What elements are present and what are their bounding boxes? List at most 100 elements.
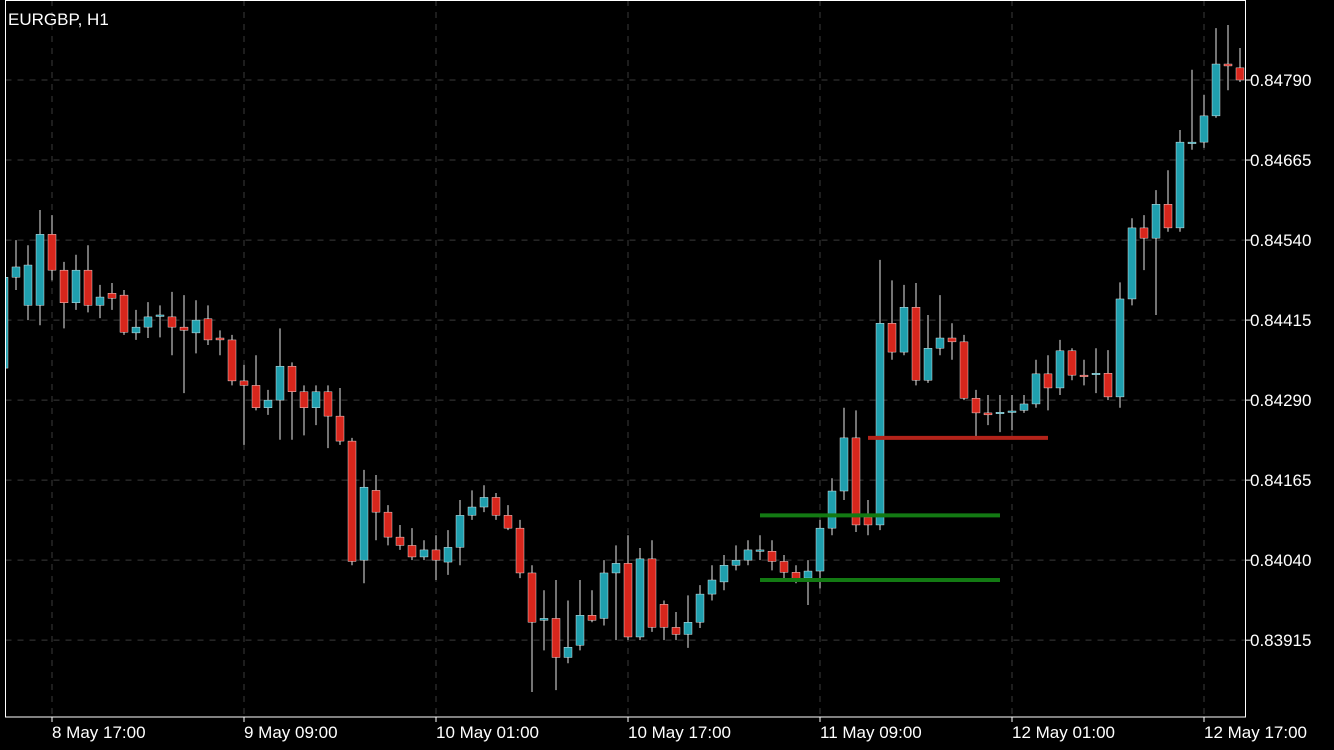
candle-body-down [59, 269, 69, 304]
candle-body-down [167, 316, 177, 328]
candle-body-down [1103, 373, 1113, 398]
x-tick-label: 12 May 01:00 [1012, 723, 1115, 742]
y-tick-label: 0.83915 [1250, 631, 1311, 650]
candle-body-up [311, 391, 321, 408]
candle-body-up [1127, 227, 1137, 300]
candle-body-up [635, 558, 645, 638]
y-tick-label: 0.84790 [1250, 71, 1311, 90]
candle-body-up [23, 264, 33, 306]
candle-body-down [179, 326, 189, 331]
candle-body-down [1139, 227, 1149, 239]
x-tick-label: 12 May 17:00 [1204, 723, 1307, 742]
candle-body-up [923, 348, 933, 381]
candle-body-down [671, 627, 681, 635]
x-tick-label: 9 May 09:00 [244, 723, 338, 742]
candle-body-down [107, 293, 117, 299]
candle-body-down [911, 307, 921, 381]
candle-body-up [731, 559, 741, 566]
candle-body-up [359, 486, 369, 561]
candle-body-up [743, 549, 753, 561]
candle-body-up [1151, 204, 1161, 239]
candle-body-up [419, 549, 429, 558]
candle-body-up [455, 515, 465, 548]
candle-body-up [1019, 403, 1029, 411]
candle-body-up [275, 365, 285, 401]
candle-body-down [227, 339, 237, 382]
candle-body-down [1079, 374, 1089, 377]
candle-body-up [695, 593, 705, 623]
candle-body-up [815, 527, 825, 572]
candle-body-up [575, 615, 585, 646]
candle-body-up [719, 565, 729, 583]
candle-body-up [563, 647, 573, 658]
y-tick-label: 0.84040 [1250, 551, 1311, 570]
candle-body-down [323, 391, 333, 417]
candle-body-up [1187, 141, 1197, 144]
candle-body-up [155, 314, 165, 317]
candle-body-down [431, 549, 441, 561]
candle-body-down [527, 572, 537, 623]
x-tick-label: 8 May 17:00 [52, 723, 146, 742]
candle-body-down [623, 563, 633, 638]
candle-body-down [371, 490, 381, 513]
candle-body-up [875, 323, 885, 526]
candle-body-down [971, 397, 981, 414]
candle-body-up [11, 266, 21, 278]
candle-body-up [1115, 298, 1125, 398]
plot-area [5, 24, 1245, 693]
y-tick-label: 0.84165 [1250, 471, 1311, 490]
candle-body-down [287, 365, 297, 392]
candle-body-up [803, 570, 813, 579]
x-tick-label: 10 May 17:00 [628, 723, 731, 742]
candle-body-down [1235, 67, 1245, 81]
candle-body-up [191, 319, 201, 334]
candle-body-down [659, 604, 669, 628]
candle-body-down [407, 545, 417, 558]
candle-body-down [959, 341, 969, 399]
candle-body-down [119, 294, 129, 333]
candle-body-down [299, 391, 309, 408]
candle-body-down [983, 412, 993, 416]
candle-body-up [1211, 63, 1221, 117]
candle-body-down [215, 337, 225, 341]
candle-body-up [995, 412, 1005, 414]
y-tick-label: 0.84415 [1250, 311, 1311, 330]
candle-body-down [947, 337, 957, 343]
candle-body-up [131, 326, 141, 334]
candle-body-down [251, 385, 261, 408]
candle-body-up [827, 490, 837, 529]
y-tick-label: 0.84540 [1250, 231, 1311, 250]
candle-body-up [539, 618, 549, 621]
candle-body-down [887, 323, 897, 353]
candle-body-up [5, 276, 9, 369]
candle-body-up [755, 549, 765, 552]
candle-body-up [1055, 350, 1065, 389]
candle-body-up [479, 497, 489, 508]
candle-body-down [383, 511, 393, 538]
candle-body-down [1223, 63, 1233, 67]
candle-body-up [143, 316, 153, 328]
candle-body-down [767, 550, 777, 562]
candle-body-up [443, 547, 453, 563]
x-tick-label: 11 May 09:00 [820, 723, 922, 742]
candle-body-down [863, 517, 873, 526]
candle-body-up [935, 337, 945, 349]
candle-body-up [71, 269, 81, 304]
candle-body-up [1031, 373, 1041, 405]
candle-body-up [899, 307, 909, 353]
candle-body-up [683, 622, 693, 635]
candle-body-down [587, 615, 597, 621]
candle-body-down [335, 415, 345, 442]
candle-body-down [779, 561, 789, 573]
candle-body-down [395, 536, 405, 546]
x-tick-label: 10 May 01:00 [436, 723, 539, 742]
candle-body-down [203, 318, 213, 341]
candle-body-down [1043, 373, 1053, 389]
plot-frame [5, 0, 1246, 718]
candle-body-up [1091, 373, 1101, 375]
candle-body-down [239, 380, 249, 386]
candle-body-up [1175, 141, 1185, 229]
